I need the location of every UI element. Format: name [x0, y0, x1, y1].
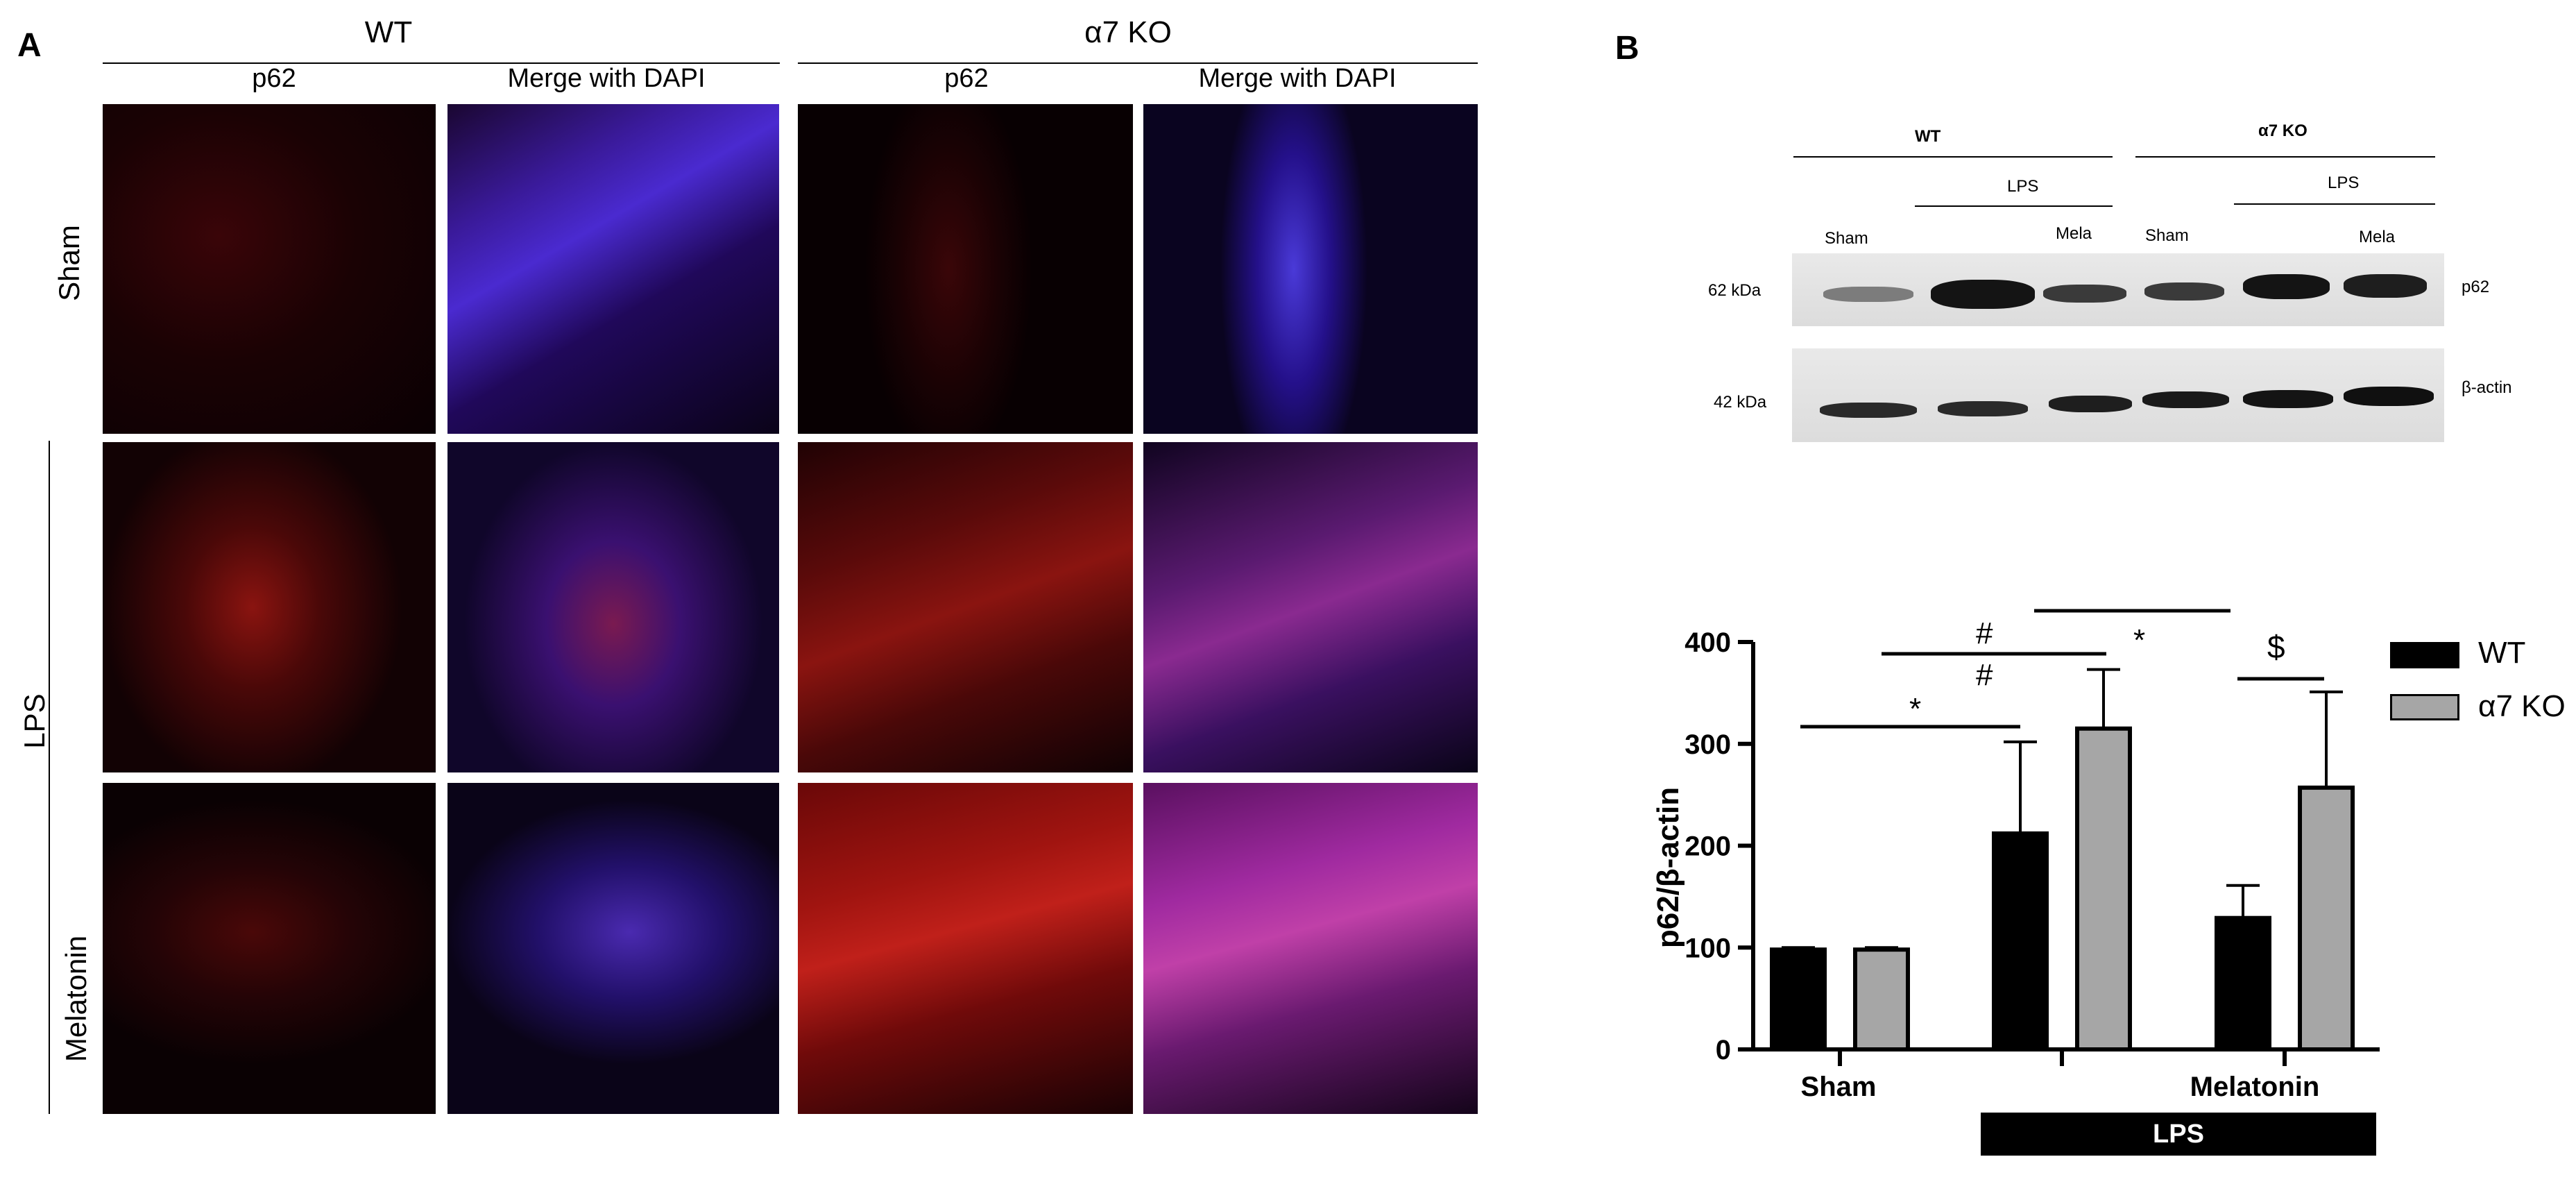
blot-wt-line — [1793, 156, 2113, 158]
x-label-melatonin: Melatonin — [2190, 1072, 2320, 1102]
legend-swatch-ko — [2390, 694, 2459, 720]
y-tick-label: 0 — [1716, 1035, 1731, 1065]
band-p62-ko-lps — [2243, 274, 2330, 299]
group-wt-label: WT — [364, 15, 413, 49]
band-p62-wt-sham — [1823, 287, 1913, 302]
y-tick-label: 200 — [1684, 831, 1731, 862]
bar-wt-0 — [1770, 947, 1827, 1052]
panel-a-letter: A — [17, 27, 42, 64]
blot-ko-label: α7 KO — [2258, 121, 2308, 140]
x-label-sham: Sham — [1800, 1072, 1877, 1102]
row-label-sham: Sham — [53, 225, 85, 301]
band-bactin-ko-sham — [2142, 391, 2229, 408]
sig-hash-top: # — [1976, 616, 1993, 650]
band-p62-wt-mela — [2043, 285, 2126, 303]
band-bactin-wt-mela — [2049, 396, 2132, 412]
band-p62-ko-mela — [2344, 274, 2427, 298]
band-bactin-ko-mela — [2344, 387, 2434, 406]
blot-lps-label-wt: LPS — [2007, 177, 2039, 196]
micrograph-wt-sham-merge — [447, 104, 779, 434]
micrograph-ko-sham-p62 — [798, 104, 1133, 434]
protein-bactin-label: β-actin — [2462, 378, 2512, 397]
sig-dollar: $ — [2267, 629, 2285, 665]
legend-swatch-wt — [2390, 642, 2459, 668]
col-label-ko-p62: p62 — [944, 64, 989, 93]
micrograph-wt-melatonin-merge — [447, 783, 779, 1114]
row-label-lps: LPS — [18, 693, 51, 749]
lane-label-ko-mela: Mela — [2359, 228, 2396, 246]
micrograph-wt-lps-merge — [447, 442, 779, 772]
y-tick-label: 300 — [1684, 729, 1731, 760]
col-label-wt-p62: p62 — [252, 64, 296, 93]
micrograph-wt-melatonin-p62 — [103, 783, 436, 1114]
group-ko-line — [798, 62, 1478, 64]
band-p62-ko-sham — [2144, 282, 2224, 301]
legend-label-ko: α7 KO — [2478, 689, 2566, 723]
bar-ko-0 — [1853, 947, 1910, 1052]
group-wt-line — [103, 62, 780, 64]
kda-62-label: 62 kDa — [1708, 281, 1762, 300]
blot-ko-line — [2135, 156, 2435, 158]
band-bactin-wt-sham — [1820, 403, 1917, 418]
band-bactin-wt-lps — [1938, 401, 2028, 416]
lps-group-bar: LPS — [1981, 1113, 2376, 1156]
band-bactin-ko-lps — [2243, 390, 2333, 408]
micrograph-ko-sham-merge — [1143, 104, 1478, 434]
blot-lps-line-ko — [2234, 203, 2435, 205]
micrograph-wt-sham-p62 — [103, 104, 436, 434]
micrograph-ko-melatonin-merge — [1143, 783, 1478, 1114]
col-label-wt-merge: Merge with DAPI — [507, 64, 706, 93]
blot-wt-label: WT — [1915, 127, 1941, 146]
chart-y-label: p62/β-actin — [1651, 786, 1685, 949]
lane-label-ko-sham: Sham — [2145, 226, 2189, 245]
lane-label-wt-sham: Sham — [1825, 229, 1868, 248]
legend-label-wt: WT — [2478, 636, 2526, 670]
blot-lps-label-ko: LPS — [2328, 174, 2360, 192]
bar-wt-2 — [2215, 915, 2271, 1051]
row-label-melatonin: Melatonin — [60, 935, 92, 1063]
bar-ko-2 — [2298, 785, 2355, 1052]
blot-lps-line-wt — [1915, 205, 2113, 207]
y-tick-label: 400 — [1684, 627, 1731, 658]
sig-hash-lower: # — [1976, 658, 1993, 692]
micrograph-wt-lps-p62 — [103, 442, 436, 772]
lane-label-wt-mela: Mela — [2056, 224, 2092, 243]
sig-star-wt-lps-mela: * — [1909, 692, 1922, 726]
bar-wt-1 — [1992, 831, 2049, 1051]
group-ko-label: α7 KO — [1084, 15, 1172, 49]
bar-ko-1 — [2075, 726, 2132, 1052]
micrograph-ko-melatonin-p62 — [798, 783, 1133, 1114]
band-p62-wt-lps — [1931, 280, 2035, 309]
lps-bracket-line — [49, 441, 50, 1114]
col-label-ko-merge: Merge with DAPI — [1198, 64, 1397, 93]
protein-p62-label: p62 — [2462, 278, 2490, 296]
panel-b-letter: B — [1615, 30, 1639, 67]
y-tick-label: 100 — [1684, 933, 1731, 963]
micrograph-ko-lps-merge — [1143, 442, 1478, 772]
sig-star-sham-lps: * — [2133, 623, 2146, 657]
kda-42-label: 42 kDa — [1714, 393, 1767, 412]
micrograph-ko-lps-p62 — [798, 442, 1133, 772]
blot-p62-strip — [1792, 253, 2444, 326]
blot-bactin-strip — [1792, 348, 2444, 442]
lps-group-label: LPS — [2153, 1120, 2204, 1149]
